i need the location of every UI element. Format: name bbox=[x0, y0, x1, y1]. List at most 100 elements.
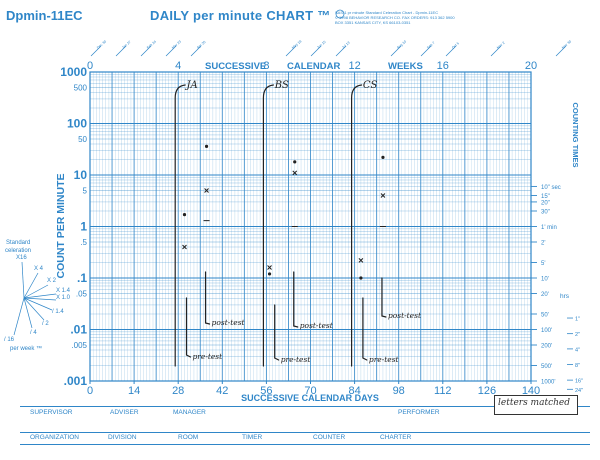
celeration-footer: per week ™ bbox=[10, 345, 42, 352]
footer-field-label: ROOM bbox=[178, 434, 199, 441]
copyright-block: SAS-1 pr minute Standard Celeration Char… bbox=[335, 10, 485, 25]
y-tick-label: .005 bbox=[71, 341, 87, 350]
footer-field-label: ADVISER bbox=[110, 409, 139, 416]
celeration-title: Standard bbox=[6, 240, 30, 246]
chart-title: DAILY per minute CHART ™ bbox=[150, 8, 331, 23]
top-date-tick bbox=[420, 45, 432, 57]
celeration-label: X16 bbox=[16, 255, 27, 261]
x-axis-label: SUCCESSIVE CALENDAR DAYS bbox=[241, 393, 379, 403]
top-axis-label: SUCCESSIVE bbox=[205, 61, 266, 72]
y-tick-label: 10 bbox=[74, 168, 88, 182]
correct-dot-BS bbox=[293, 160, 297, 164]
phase-change-line bbox=[174, 84, 186, 367]
hrs-label: hrs bbox=[560, 293, 570, 300]
celeration-ray bbox=[23, 272, 39, 299]
chart-marks: JA BS CS pre-test pre-test pre-test post-test p… bbox=[174, 80, 422, 367]
copyright-line: BOX 3351 KANSAS CITY, KS 66103-0351 bbox=[335, 20, 411, 25]
hrs-tick-label: 16" bbox=[575, 379, 583, 385]
celeration-label: X 1.0 bbox=[56, 295, 71, 301]
hrs-tick-label: 4" bbox=[575, 347, 580, 353]
right-time-label: 20" bbox=[541, 200, 550, 206]
post-test-label: post-test bbox=[212, 318, 246, 327]
y-tick-label: 5 bbox=[83, 187, 88, 196]
top-week-tick: 8 bbox=[263, 60, 269, 72]
top-date-label: Nov 2 bbox=[496, 41, 506, 50]
celeration-label: / 16 bbox=[4, 337, 15, 343]
x-tick-label: 28 bbox=[172, 385, 184, 397]
x-tick-label: 140 bbox=[522, 385, 540, 397]
pre-test-label: pre-test bbox=[193, 352, 224, 361]
footer-field-label: SUPERVISOR bbox=[30, 409, 73, 416]
phase-change-line bbox=[262, 84, 274, 367]
post-test-connector bbox=[293, 271, 299, 328]
error-x-JA bbox=[204, 188, 209, 193]
right-time-label: 100' bbox=[541, 328, 552, 334]
top-date-tick bbox=[310, 45, 322, 57]
x-tick-label: 42 bbox=[216, 385, 228, 397]
copyright-line: © 1998 BEHAVIOR RESEARCH CO. FAX ORDERS:… bbox=[335, 15, 455, 20]
error-x-BS bbox=[267, 265, 272, 270]
top-date-tick bbox=[490, 45, 502, 57]
right-time-label: 200' bbox=[541, 344, 552, 350]
top-date-label: Oct 5 bbox=[451, 41, 460, 49]
hrs-tick-label: 2" bbox=[575, 332, 580, 338]
top-week-tick: 20 bbox=[525, 60, 537, 72]
top-date-label: Feb 24 bbox=[146, 40, 157, 50]
right-time-label: 20' bbox=[541, 292, 549, 298]
hrs-tick-label: 1" bbox=[575, 317, 580, 323]
footer-rule bbox=[20, 444, 590, 445]
celeration-ray bbox=[23, 293, 57, 299]
y-tick-label: .01 bbox=[70, 323, 87, 337]
celeration-label: / 1.4 bbox=[52, 309, 64, 315]
performer-note: letters matched bbox=[498, 398, 570, 408]
y-tick-label: .5 bbox=[80, 238, 87, 247]
celeration-ray bbox=[23, 297, 45, 321]
right-time-label: 10' bbox=[541, 277, 549, 283]
top-week-tick: 16 bbox=[437, 60, 449, 72]
y-tick-label: 50 bbox=[78, 135, 87, 144]
performer-box[interactable] bbox=[494, 395, 578, 415]
correct-dot-CS bbox=[381, 155, 385, 159]
pre-test-connector bbox=[185, 297, 192, 358]
x-tick-label: 84 bbox=[348, 385, 360, 397]
phase-change-line bbox=[351, 84, 363, 367]
top-date-label: Jun 15 bbox=[316, 40, 327, 50]
chart-grid bbox=[89, 71, 532, 382]
right-axis-label: COUNTING TIMES bbox=[571, 103, 580, 168]
footer-field-label: PERFORMER bbox=[398, 409, 440, 416]
x-tick-label: 112 bbox=[434, 385, 452, 397]
top-week-tick: 0 bbox=[87, 60, 93, 72]
top-date-tick bbox=[390, 45, 402, 57]
top-date-label: Mar 23 bbox=[171, 40, 182, 50]
celeration-title: celeration bbox=[5, 248, 31, 254]
performer-initials: JA bbox=[185, 80, 198, 91]
hrs-tick-label: 8" bbox=[575, 363, 580, 369]
top-axis-label: CALENDAR bbox=[287, 61, 340, 72]
x-tick-label: 56 bbox=[260, 385, 272, 397]
celeration-ray bbox=[21, 261, 25, 299]
footer-field-label: CHARTER bbox=[380, 434, 412, 441]
top-date-label: Sep 7 bbox=[426, 41, 436, 50]
top-date-label: May 18 bbox=[291, 39, 302, 49]
top-date-label: Nov 30 bbox=[561, 40, 572, 50]
chart-code: Dpmin-11EC bbox=[6, 8, 83, 23]
right-time-label: 1' min bbox=[541, 225, 557, 231]
copyright-line: SAS-1 pr minute Standard Celeration Char… bbox=[335, 10, 439, 15]
pre-test-connector bbox=[362, 297, 368, 361]
top-date-tick bbox=[445, 45, 457, 57]
correct-dot-BS bbox=[267, 272, 272, 276]
hrs-tick-label: 24" bbox=[575, 388, 583, 394]
celeration-ray bbox=[13, 297, 25, 336]
performer-initials: CS bbox=[363, 80, 378, 91]
y-tick-label: 1000 bbox=[60, 65, 87, 79]
celeration-label: X 4 bbox=[34, 266, 44, 272]
post-test-label: post-test bbox=[388, 311, 422, 320]
performer-initials: BS bbox=[274, 80, 289, 91]
pre-test-label: pre-test bbox=[281, 355, 312, 364]
y-tick-label: .001 bbox=[64, 374, 88, 388]
right-time-label: 5' bbox=[541, 261, 545, 267]
celeration-ray bbox=[23, 297, 53, 311]
top-date-tick bbox=[555, 45, 567, 57]
top-date-label: Dec 30 bbox=[96, 40, 107, 50]
